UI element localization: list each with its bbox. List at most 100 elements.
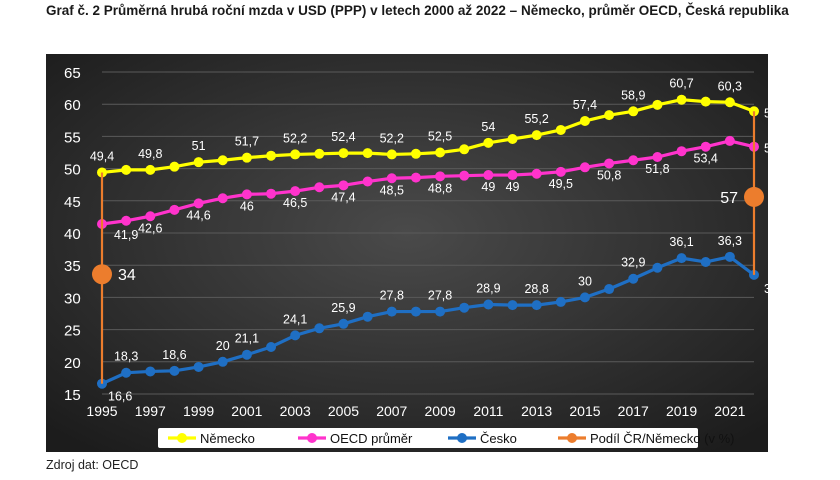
x-tick-label-2021: 2021 — [714, 403, 745, 419]
data-point-s2-2016 — [604, 284, 615, 295]
data-label-s0-2017: 58,9 — [621, 88, 645, 102]
data-label-s1-2016: 50,8 — [597, 168, 621, 182]
y-tick-label-25: 25 — [64, 323, 81, 340]
series-line-2 — [101, 255, 755, 386]
data-point-s0-2015 — [579, 115, 590, 126]
data-point-s0-2022 — [749, 106, 759, 117]
data-label-s2-2001: 21,1 — [235, 332, 259, 346]
series-line-1 — [101, 139, 755, 226]
data-point-s1-2014 — [555, 166, 566, 177]
legend-marker-3 — [567, 433, 577, 443]
data-point-s1-2000 — [217, 193, 228, 204]
data-label-s0-2021: 60,3 — [718, 79, 742, 93]
data-label-s0-2011: 54 — [481, 120, 495, 134]
data-label-s1-1996: 41,9 — [114, 228, 138, 242]
data-point-s0-1995 — [97, 167, 107, 178]
data-point-s0-2009 — [435, 147, 446, 158]
data-point-s0-2012 — [507, 133, 518, 144]
y-tick-label-35: 35 — [64, 258, 81, 275]
y-tick-label-20: 20 — [64, 355, 81, 372]
data-point-s2-1998 — [169, 365, 180, 376]
data-label-s2-1996: 18,3 — [114, 350, 138, 364]
ratio-marker-2022 — [744, 186, 764, 207]
y-tick-label-55: 55 — [64, 129, 81, 146]
data-label-s1-2005: 47,4 — [331, 190, 355, 204]
data-point-s0-2020 — [700, 96, 711, 107]
x-tick-label-2005: 2005 — [328, 403, 359, 419]
data-point-s2-1999 — [193, 361, 204, 372]
data-point-s2-2013 — [531, 300, 542, 311]
data-label-s1-2020: 53,4 — [694, 152, 718, 166]
data-point-s1-2005 — [338, 180, 349, 191]
data-point-s0-1999 — [193, 157, 204, 168]
data-point-s0-2019 — [676, 94, 687, 105]
data-point-s0-1997 — [145, 164, 156, 175]
data-point-s1-2004 — [314, 182, 325, 193]
chart-container: 15 20 25 30 35 40 45 50 55 60 65 1995 1997 1999 2001 2… — [46, 54, 768, 452]
data-point-s2-2000 — [217, 356, 228, 367]
data-point-s0-2017 — [628, 106, 639, 117]
chart-background — [46, 54, 768, 452]
data-point-s2-1997 — [145, 366, 156, 377]
data-point-s0-2000 — [217, 155, 228, 166]
data-point-s2-2005 — [338, 318, 349, 329]
data-point-s0-2001 — [241, 152, 252, 163]
data-point-s0-2002 — [266, 150, 277, 161]
data-point-s1-2003 — [290, 186, 301, 197]
data-point-s1-1998 — [169, 204, 180, 215]
data-label-s2-2013: 28,8 — [524, 282, 548, 296]
data-label-s2-2005: 25,9 — [331, 301, 355, 315]
chart-legend: Německo OECD průměr Česko Podíl ČR/Německo … — [158, 428, 734, 448]
data-label-s2-1995: 16,6 — [108, 390, 132, 404]
data-point-s0-2013 — [531, 130, 542, 141]
data-label-s0-2007: 52,2 — [380, 131, 404, 145]
y-tick-label-65: 65 — [64, 65, 81, 82]
data-label-s1-2009: 48,8 — [428, 181, 452, 195]
source-note: Zdroj dat: OECD — [46, 458, 139, 472]
data-point-s1-2006 — [362, 176, 373, 187]
data-point-s1-2015 — [579, 162, 590, 173]
data-point-s1-2019 — [676, 146, 687, 157]
data-label-s1-2022: 53,4 — [764, 142, 768, 156]
data-point-s2-1996 — [121, 367, 132, 378]
data-label-s2-2000: 20 — [216, 339, 230, 353]
x-tick-label-2015: 2015 — [569, 403, 600, 419]
legend-label-2: Česko — [480, 431, 517, 446]
data-point-s2-2017 — [628, 273, 639, 284]
data-label-s0-1997: 49,8 — [138, 147, 162, 161]
data-point-s1-1996 — [121, 215, 132, 226]
data-label-s0-2013: 55,2 — [524, 112, 548, 126]
data-point-s0-2007 — [386, 149, 397, 160]
data-label-s0-1999: 51 — [192, 139, 206, 153]
x-tick-label-2017: 2017 — [618, 403, 649, 419]
data-label-s0-2001: 51,7 — [235, 135, 259, 149]
y-tick-label-30: 30 — [64, 290, 81, 307]
data-label-s2-2003: 24,1 — [283, 312, 307, 326]
data-point-s2-2012 — [507, 300, 518, 311]
data-point-s1-2021 — [724, 135, 735, 146]
x-tick-label-2011: 2011 — [473, 403, 503, 419]
data-point-s0-2014 — [555, 124, 566, 135]
legend-label-1: OECD průměr — [330, 431, 413, 446]
data-label-s0-2022: 58,9 — [764, 106, 768, 120]
data-label-s1-2018: 51,8 — [645, 162, 669, 176]
x-tick-label-1995: 1995 — [86, 403, 117, 419]
y-tick-label-40: 40 — [64, 226, 81, 243]
legend-marker-1 — [307, 433, 317, 443]
data-point-s0-2016 — [604, 110, 615, 121]
data-label-s0-2019: 60,7 — [669, 77, 693, 91]
legend-label-0: Německo — [200, 431, 255, 446]
data-point-s0-2004 — [314, 148, 325, 159]
y-tick-label-60: 60 — [64, 97, 81, 114]
data-label-s1-2011: 49 — [481, 180, 495, 194]
data-point-s0-2008 — [410, 148, 421, 159]
data-point-s1-2002 — [266, 188, 277, 199]
data-point-s0-2018 — [652, 99, 663, 110]
data-label-s0-2005: 52,4 — [331, 130, 355, 144]
data-label-s2-2011: 28,9 — [476, 281, 500, 295]
data-point-s2-2003 — [290, 330, 301, 341]
data-point-s2-2021 — [724, 251, 735, 262]
data-point-s2-2019 — [676, 253, 687, 264]
ratio-marker-1995 — [92, 264, 112, 285]
data-point-s0-2006 — [362, 148, 373, 159]
